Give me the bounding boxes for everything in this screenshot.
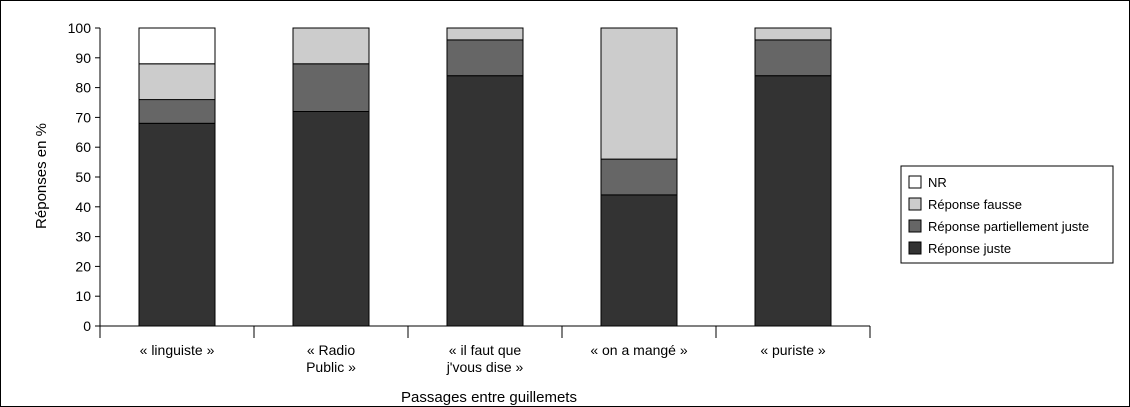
legend-label: NR	[928, 175, 947, 190]
y-tick-label: 0	[83, 318, 91, 334]
y-axis-title: Réponses en %	[33, 123, 50, 229]
legend-box	[900, 165, 1114, 264]
bar-segment	[292, 27, 370, 65]
y-tick-label: 90	[75, 50, 91, 66]
legend: NR Réponse fausse Réponse partiellement ju…	[900, 165, 1114, 264]
legend-swatch	[908, 175, 922, 189]
legend-label: Réponse fausse	[928, 197, 1022, 212]
x-tick-label: « Radio Public »	[306, 342, 356, 375]
y-tick-label: 20	[75, 258, 91, 274]
bar-segment	[138, 27, 216, 65]
legend-label: Réponse juste	[928, 241, 1011, 256]
bar-segment	[446, 27, 524, 41]
legend-swatch	[908, 219, 922, 233]
y-tick-label: 40	[75, 199, 91, 215]
y-tick-label: 100	[68, 20, 92, 36]
y-tick-label: 30	[75, 229, 91, 245]
bar-segment	[138, 99, 216, 124]
plot-area	[138, 27, 832, 327]
x-axis: « linguiste » « Radio Public » « il faut qu…	[99, 325, 871, 375]
bar-segment	[292, 110, 370, 327]
x-tick-label: « puriste »	[760, 342, 826, 358]
bar-segment	[446, 75, 524, 327]
y-tick-label: 60	[75, 139, 91, 155]
bar-segment	[754, 27, 832, 41]
bar-segment	[292, 63, 370, 112]
y-tick-label: 50	[75, 169, 91, 185]
y-tick-label: 10	[75, 288, 91, 304]
bar-segment	[754, 75, 832, 327]
legend-label: Réponse partiellement juste	[928, 219, 1089, 234]
bar-segment	[600, 158, 678, 196]
legend-swatch	[908, 241, 922, 255]
bar-segment	[754, 39, 832, 77]
bar-segment	[138, 122, 216, 327]
bar-segment	[446, 39, 524, 77]
bar-segment	[600, 27, 678, 160]
legend-swatch	[908, 197, 922, 211]
x-tick-label: « il faut que j'vous dise »	[446, 342, 524, 375]
x-axis-title: Passages entre guillemets	[401, 389, 577, 406]
x-tick-label: « linguiste »	[140, 342, 215, 358]
x-tick-label: « on a mangé »	[590, 342, 688, 358]
y-tick-label: 70	[75, 109, 91, 125]
y-tick-label: 80	[75, 80, 91, 96]
y-axis: 0 10 20 30 40 50 60 70 80 90 100	[68, 20, 101, 334]
bar-segment	[138, 63, 216, 101]
bar-segment	[600, 194, 678, 327]
